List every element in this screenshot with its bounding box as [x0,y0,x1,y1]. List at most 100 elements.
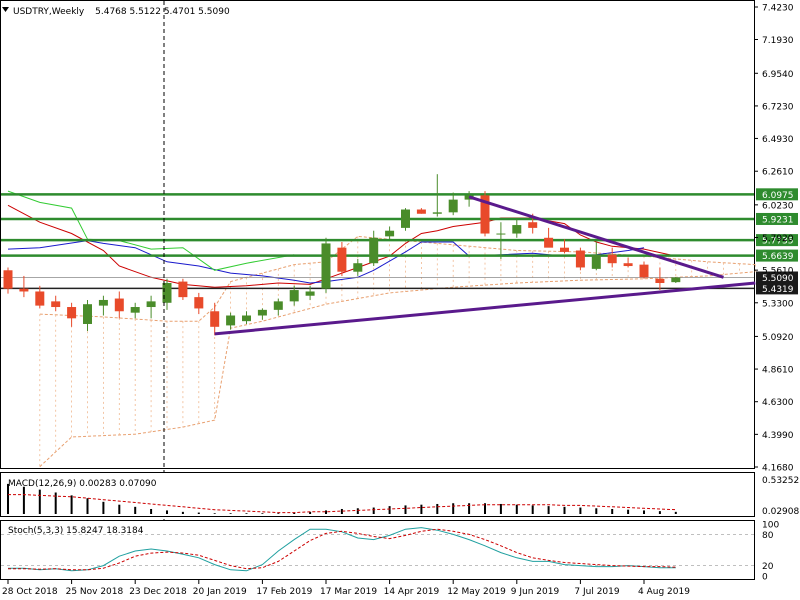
trendline [214,281,756,336]
stoch-tick-label: 100 [762,521,779,531]
candle-body [242,315,251,322]
symbol-label: USDTRY,Weekly [13,7,85,17]
macd-series: 0.53252 0.02908 [7,476,799,517]
price-tick-label: 6.0230 [762,201,794,211]
candle-body [19,288,29,292]
candle-body [528,222,538,228]
candle-body [496,233,506,235]
level-tag [756,282,798,295]
trendlines [214,195,756,336]
candle-body [51,301,61,308]
level-label: 5.7735 [762,237,794,247]
candle-body [607,254,617,264]
cloud-span-b [39,271,756,468]
candle-body [289,290,299,302]
time-tick-label: 14 Apr 2019 [384,587,440,597]
price-tick-label: 6.2610 [762,168,794,178]
candles [3,174,681,336]
chart-header: USDTRY,Weekly 5.4768 5.5122 5.4701 5.509… [13,7,230,17]
time-tick-label: 7 Jul 2019 [574,587,619,597]
candle-body [369,237,379,264]
candle-body [416,209,426,214]
stoch-plot-area [0,520,755,580]
ohlc-label: 5.4768 5.5122 5.4701 5.5090 [95,7,230,17]
price-tick-label: 5.3300 [762,299,794,309]
candle-body [480,195,490,234]
candle-body [401,209,410,228]
time-tick-label: 4 Aug 2019 [638,587,690,597]
macd-label: MACD(12,26,9) 0.00283 0.07090 [8,479,157,489]
candle-body [305,291,315,296]
price-tick-label: 6.7230 [762,102,794,112]
candle-body [130,307,140,313]
candle-body [67,307,77,319]
stoch-signal-line [8,528,676,571]
time-tick-label: 17 Mar 2019 [320,587,377,597]
price-tick-label: 4.3990 [762,431,794,441]
candle-body [448,199,458,213]
time-tick-label: 9 Jun 2019 [511,587,560,597]
candle-body [655,278,665,283]
time-tick-label: 17 Feb 2019 [256,587,312,597]
candle-body [591,254,601,269]
chikou-line [7,190,295,271]
candle-body [560,247,569,252]
candle-body [178,281,188,298]
stoch-tick-label: 80 [762,531,774,541]
candle-body [639,264,649,278]
candle-body [321,243,331,289]
stoch-label: Stoch(5,3,3) 15.8247 18.3184 [8,526,144,536]
candle-body [35,291,45,306]
level-tag [756,249,798,262]
candle-body [226,315,236,326]
time-tick-label: 23 Dec 2018 [129,587,187,597]
candle-body [194,297,204,309]
level-tag [756,234,798,247]
macd-signal-line [8,494,676,514]
time-tick-label: 20 Jan 2019 [193,587,247,597]
price-axis: 7.4230 7.1930 6.9540 6.7230 6.4930 6.2610 6.02… [754,4,794,474]
price-tick-label: 5.5610 [762,267,794,277]
candle-body [273,301,283,310]
time-tick-label: 28 Oct 2018 [2,587,58,597]
level-label: 6.0975 [762,191,794,201]
candle-body [210,311,220,327]
candle-body [83,304,92,324]
kijun-line [7,240,645,284]
time-tick-label: 12 May 2019 [447,587,506,597]
level-tag [756,212,798,225]
price-tick-label: 4.8610 [762,366,794,376]
price-tick-label: 6.9540 [762,70,794,80]
macd-panel: 0.53252 0.02908 MACD(12,26,9) 0.00283 0.0… [0,472,799,517]
price-tick-label: 4.6300 [762,398,794,408]
candle-body [146,301,156,308]
candle-body [98,299,108,306]
price-tick-label: 4.1680 [762,464,794,474]
current-price-tag [756,271,798,284]
level-label: 5.6639 [762,252,794,262]
candle-body [337,247,347,272]
macd-tick-label: 0.02908 [762,507,799,517]
level-label: 5.9231 [762,215,794,225]
price-tick-label: 7.1930 [762,36,794,46]
time-tick-label: 25 Nov 2018 [66,587,124,597]
candle-body [671,277,681,283]
candle-body [544,237,554,248]
price-tick-label: 5.0920 [762,333,794,343]
candle-body [114,298,124,312]
price-tick-label: 5.7920 [762,234,794,244]
candle-body [162,283,172,303]
collapse-triangle-icon[interactable] [2,7,9,12]
candle-body [385,230,395,237]
level-label: 5.4319 [762,285,794,295]
candle-body [3,270,13,289]
candle-body [512,225,522,234]
candle-body [575,250,585,268]
stoch-tick-label: 0 [762,573,768,583]
candle-body [623,263,633,267]
